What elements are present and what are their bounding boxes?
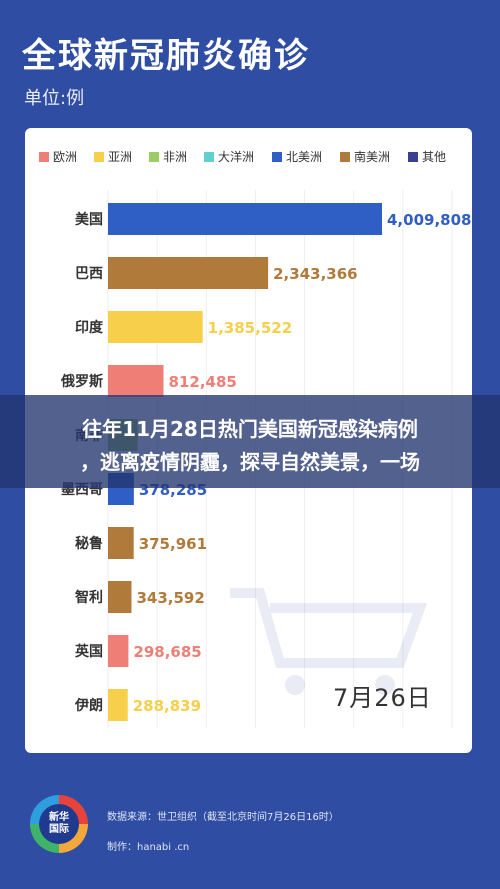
legend-swatch — [340, 151, 350, 162]
bar — [108, 257, 269, 289]
legend-label: 南美洲 — [354, 150, 391, 164]
legend-item: 欧洲 — [39, 148, 77, 165]
legend-swatch — [272, 151, 282, 162]
legend-swatch — [94, 151, 104, 162]
category-label: 秘鲁 — [75, 535, 103, 552]
legend-label: 非洲 — [163, 150, 188, 164]
date-label: 7月26日 — [333, 684, 432, 712]
legend-item: 南美洲 — [340, 148, 390, 165]
bar — [108, 689, 128, 721]
bar — [108, 527, 134, 559]
value-label: 1,385,522 — [208, 319, 292, 337]
legend-label: 欧洲 — [53, 150, 78, 164]
logo-text: 新华 国际 — [39, 804, 79, 844]
page-title: 全球新冠肺炎确诊 — [22, 36, 310, 76]
bar — [108, 635, 129, 667]
legend-item: 亚洲 — [94, 148, 132, 165]
headline-line-2: ，逃离疫情阴霾，探寻自然美景，一场 — [80, 450, 420, 474]
bar — [108, 581, 132, 613]
category-label: 巴西 — [75, 266, 103, 282]
value-label: 375,961 — [139, 535, 207, 553]
data-source: 数据来源：世卫组织（截至北京时间7月26日16时） — [107, 812, 339, 823]
logo-line-1: 新华 — [49, 812, 69, 823]
headline-banner: 往年11月28日热门美国新冠感染病例 ，逃离疫情阴霾，探寻自然美景，一场 — [0, 395, 500, 488]
value-label: 812,485 — [169, 373, 237, 391]
value-label: 4,009,808 — [387, 211, 471, 229]
category-label: 智利 — [74, 589, 103, 606]
value-label: 343,592 — [136, 589, 204, 607]
legend-item: 非洲 — [149, 148, 187, 165]
unit-label: 单位:例 — [24, 88, 85, 109]
logo-line-2: 国际 — [49, 824, 69, 835]
value-label: 288,839 — [133, 697, 201, 715]
legend-item: 北美洲 — [272, 148, 322, 165]
xinhua-logo: 新华 国际 — [30, 795, 88, 853]
bar — [108, 203, 382, 235]
category-label: 俄罗斯 — [60, 373, 103, 390]
legend-label: 其他 — [422, 150, 447, 164]
value-label: 2,343,366 — [273, 265, 357, 283]
legend-label: 北美洲 — [286, 150, 323, 164]
legend-swatch — [408, 151, 418, 162]
cart-watermark-icon — [230, 588, 428, 695]
legend-label: 亚洲 — [108, 150, 133, 164]
legend-item: 大洋洲 — [204, 148, 254, 165]
legend-swatch — [39, 151, 49, 162]
bar — [108, 365, 164, 397]
maker-credit: 制作：hanabi .cn — [107, 842, 190, 853]
category-label: 印度 — [75, 319, 104, 336]
legend-swatch — [204, 151, 214, 162]
legend-swatch — [149, 151, 159, 162]
value-label: 298,685 — [133, 643, 201, 661]
headline-text: 往年11月28日热门美国新冠感染病例 ，逃离疫情阴霾，探寻自然美景，一场 — [0, 413, 500, 479]
headline-line-1: 往年11月28日热门美国新冠感染病例 — [82, 417, 418, 441]
category-label: 英国 — [74, 643, 103, 660]
legend-item: 其他 — [408, 148, 446, 165]
bar — [108, 311, 203, 343]
legend-label: 大洋洲 — [218, 150, 255, 164]
category-label: 伊朗 — [74, 697, 103, 714]
chart-legend: 欧洲 亚洲 非洲 大洋洲 北美洲 南美洲 其他 — [39, 148, 464, 166]
category-label: 美国 — [75, 211, 103, 228]
